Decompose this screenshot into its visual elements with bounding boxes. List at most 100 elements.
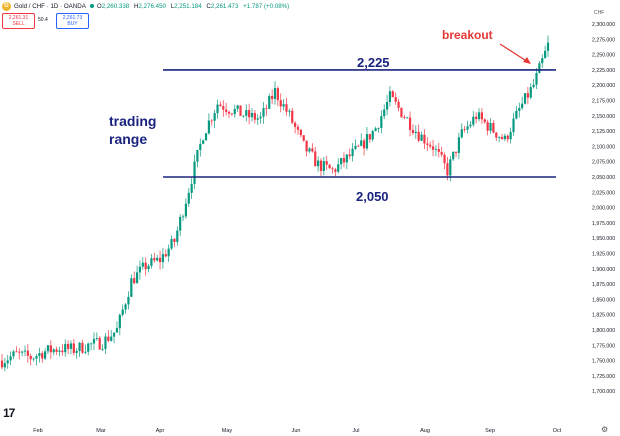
ohlc-high-key: H (133, 2, 139, 10)
candle-body (18, 351, 21, 353)
candle-body (486, 122, 489, 131)
candle-body (354, 145, 357, 149)
candle-body (337, 164, 340, 172)
candle-body (521, 103, 524, 109)
candle-body (483, 119, 486, 123)
candle-body (190, 183, 193, 193)
candle-body (87, 343, 90, 352)
candle-body (101, 348, 104, 350)
candle-body (41, 353, 44, 359)
candle-body (78, 342, 81, 352)
candle-body (167, 248, 170, 257)
candle-body (173, 238, 176, 242)
candle-body (279, 100, 282, 107)
candle-body (431, 146, 435, 150)
breakout-annotation: breakout (442, 28, 493, 42)
candle-body (288, 110, 291, 112)
candle-body (311, 148, 314, 152)
candle-body (334, 169, 337, 172)
candle-body (503, 135, 506, 140)
candle-body (92, 338, 96, 344)
candle-body (469, 124, 472, 127)
y-tick-label: 2,200.000 (592, 83, 615, 89)
price-change: +1.787 (+0.08%) (243, 2, 290, 10)
time-axis: Feb Mar Apr May Jun Jul Aug Sep Oct (33, 428, 561, 434)
y-tick-label: 2,050.000 (592, 175, 615, 181)
candle-body (115, 328, 119, 333)
candle-body (417, 131, 420, 141)
candle-body (230, 113, 233, 115)
candle-body (325, 161, 328, 165)
candle-body (423, 134, 426, 144)
candle-body (291, 110, 294, 123)
candle-body (457, 137, 461, 153)
candle-body (207, 120, 211, 134)
candle-body (460, 129, 463, 138)
x-tick-label: Feb (33, 428, 42, 434)
sell-button[interactable]: 2,261.31 SELL (2, 13, 35, 29)
candle-body (529, 87, 532, 98)
candle-body (199, 143, 202, 151)
candle-body (339, 158, 343, 165)
candle-body (3, 363, 6, 368)
candlestick-series (0, 35, 550, 372)
x-tick-label: Jul (352, 428, 359, 434)
candle-body (426, 143, 429, 145)
candle-body (498, 137, 501, 138)
candle-body (15, 351, 18, 353)
price-axis: 2,300.000 2,275.000 2,250.000 2,225.000 2,20… (592, 22, 615, 395)
candle-body (294, 122, 297, 127)
candle-body (377, 128, 380, 129)
candle-body (420, 134, 423, 141)
candle-body (411, 129, 415, 133)
candle-body (49, 345, 52, 353)
candle-body (546, 42, 550, 51)
candle-body (156, 257, 159, 261)
candle-body (500, 137, 504, 140)
x-tick-label: Jun (292, 428, 301, 434)
candle-body (489, 122, 492, 131)
y-tick-label: 1,975.000 (592, 221, 615, 227)
ohlc-high: 2,276.450 (138, 2, 166, 10)
y-tick-label: 2,300.000 (592, 22, 615, 28)
candle-body (322, 161, 325, 171)
ohlc-open-key: O (96, 2, 102, 10)
candle-body (158, 257, 162, 263)
gold-coin-icon: G (2, 1, 11, 11)
buy-button[interactable]: 2,261.73 BUY (56, 13, 89, 29)
candle-body (515, 110, 518, 119)
candle-body (256, 118, 259, 120)
candle-body (480, 112, 484, 120)
candle-body (299, 129, 302, 136)
candle-body (532, 84, 535, 88)
candle-body (135, 272, 139, 284)
currency-label: CHF (594, 10, 605, 16)
candle-body (72, 343, 75, 353)
y-tick-label: 1,725.000 (592, 374, 615, 380)
candle-body (273, 88, 277, 99)
candle-body (32, 358, 35, 360)
candle-body (233, 108, 236, 115)
candle-body (512, 118, 515, 133)
candle-body (121, 309, 124, 315)
candle-body (225, 109, 228, 112)
candle-body (95, 337, 98, 339)
candle-body (107, 336, 110, 341)
symbol-header: G Gold / CHF · 1D · OANDA O2,260.338 H2,… (0, 0, 289, 12)
candle-body (104, 336, 107, 349)
candle-body (276, 88, 279, 101)
candle-body (69, 343, 73, 349)
gear-icon[interactable]: ⚙ (601, 425, 609, 434)
candle-body (248, 110, 251, 118)
candle-body (58, 350, 61, 352)
candle-body (161, 254, 165, 263)
candle-body (112, 332, 116, 337)
candle-body (196, 150, 199, 162)
y-tick-label: 1,750.000 (592, 359, 615, 365)
candle-body (133, 278, 136, 284)
candle-body (406, 117, 409, 119)
candle-body (35, 356, 38, 359)
candle-body (84, 351, 87, 353)
